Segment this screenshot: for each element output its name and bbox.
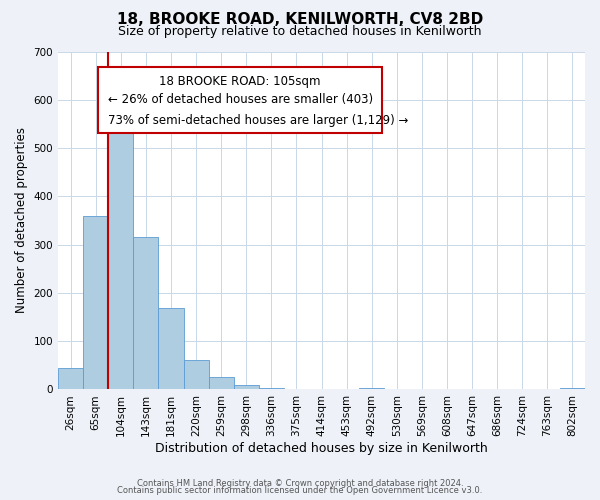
Bar bbox=[560, 388, 585, 390]
Bar bbox=[209, 378, 233, 390]
Bar bbox=[108, 119, 133, 390]
Bar bbox=[58, 368, 83, 390]
Bar bbox=[133, 238, 158, 390]
Bar bbox=[233, 384, 259, 390]
Text: Size of property relative to detached houses in Kenilworth: Size of property relative to detached ho… bbox=[118, 25, 482, 38]
Bar bbox=[259, 388, 284, 390]
Text: 18, BROOKE ROAD, KENILWORTH, CV8 2BD: 18, BROOKE ROAD, KENILWORTH, CV8 2BD bbox=[117, 12, 483, 28]
Text: 73% of semi-detached houses are larger (1,129) →: 73% of semi-detached houses are larger (… bbox=[108, 114, 409, 127]
Bar bbox=[184, 360, 209, 390]
Text: 18 BROOKE ROAD: 105sqm: 18 BROOKE ROAD: 105sqm bbox=[159, 74, 320, 88]
Bar bbox=[359, 388, 384, 390]
Bar bbox=[83, 216, 108, 390]
Bar bbox=[158, 308, 184, 390]
Y-axis label: Number of detached properties: Number of detached properties bbox=[15, 128, 28, 314]
Text: ← 26% of detached houses are smaller (403): ← 26% of detached houses are smaller (40… bbox=[108, 93, 373, 106]
Text: Contains public sector information licensed under the Open Government Licence v3: Contains public sector information licen… bbox=[118, 486, 482, 495]
Text: Contains HM Land Registry data © Crown copyright and database right 2024.: Contains HM Land Registry data © Crown c… bbox=[137, 478, 463, 488]
X-axis label: Distribution of detached houses by size in Kenilworth: Distribution of detached houses by size … bbox=[155, 442, 488, 455]
FancyBboxPatch shape bbox=[98, 66, 382, 132]
